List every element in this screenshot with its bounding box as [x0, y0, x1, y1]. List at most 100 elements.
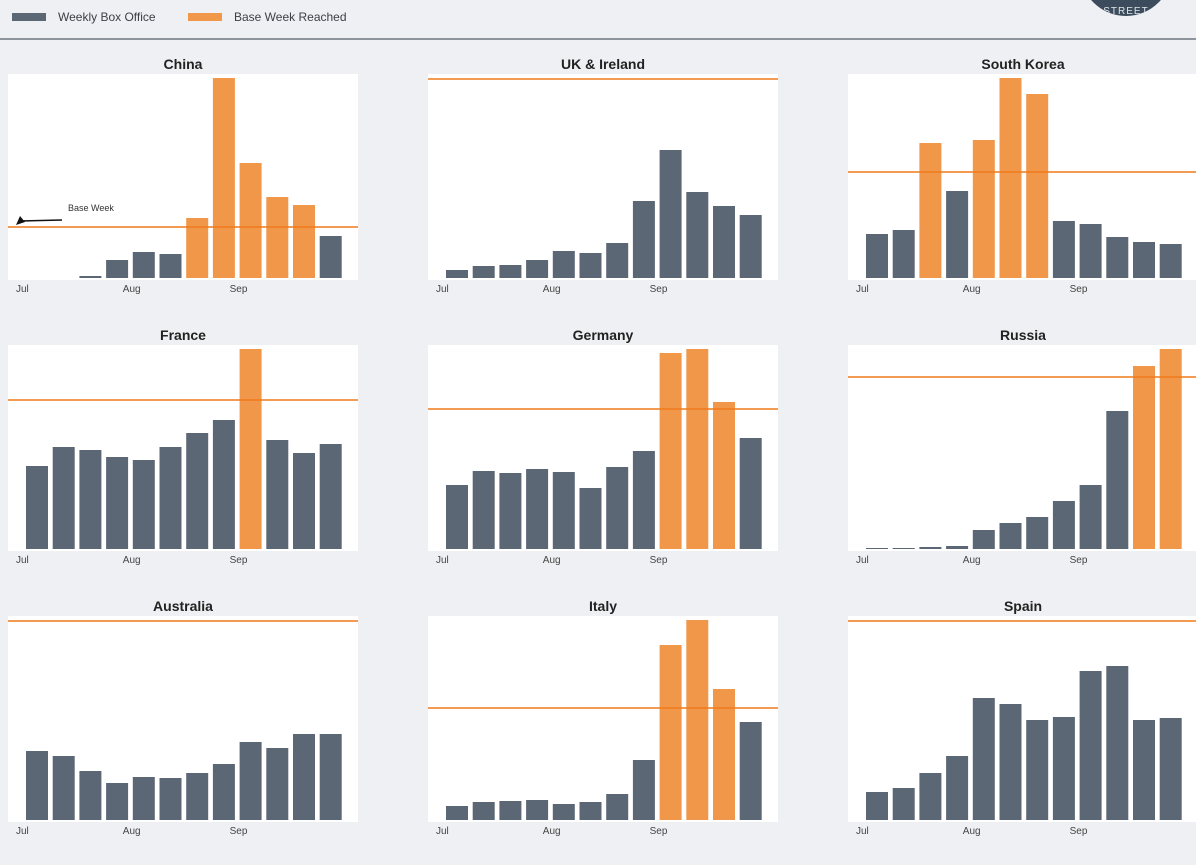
legend-swatch-weekly [12, 13, 46, 21]
x-tick-label: Aug [123, 555, 141, 565]
x-tick-label: Sep [230, 555, 248, 565]
bar [26, 466, 48, 549]
bar [739, 438, 762, 549]
bar [606, 243, 629, 278]
bar [972, 140, 995, 278]
bar [526, 260, 549, 278]
chart-title-uk-ireland: UK & Ireland [560, 56, 645, 72]
bar [866, 792, 888, 820]
bar [579, 488, 602, 549]
x-tick-label: Jul [856, 284, 869, 294]
x-tick-label: Jul [16, 555, 29, 565]
bar [1079, 671, 1102, 820]
annotation-arrow [19, 219, 63, 222]
bar [293, 453, 315, 549]
bar [686, 192, 709, 278]
legend-item-weekly: Weekly Box Office [12, 10, 156, 24]
bar [212, 764, 235, 820]
bar [1106, 411, 1129, 549]
bar [892, 548, 915, 549]
chart-title-australia: Australia [153, 598, 213, 614]
bar [713, 206, 735, 278]
bar [919, 143, 942, 278]
bar [999, 704, 1022, 820]
bar [499, 801, 522, 820]
x-tick-label: Jul [16, 284, 29, 294]
bar [919, 547, 942, 549]
bar [446, 270, 468, 278]
chart-svg-france: Jul Aug Sep [8, 345, 358, 565]
chart-title-south-korea: South Korea [981, 56, 1065, 72]
chart-svg-australia: Jul Aug Sep [8, 616, 358, 836]
bar [239, 349, 262, 549]
bar [552, 472, 575, 549]
bar [739, 215, 762, 278]
bar [446, 485, 468, 549]
bar [1052, 501, 1075, 549]
bar [239, 742, 262, 820]
legend-swatch-base [188, 13, 222, 21]
chart-svg-germany: Jul Aug Sep [428, 345, 778, 565]
bar [159, 778, 182, 820]
bar [1106, 237, 1129, 278]
bar [686, 349, 709, 549]
bar [1079, 224, 1102, 278]
bar [106, 783, 129, 820]
bar [472, 266, 495, 278]
x-tick-label: Aug [543, 284, 561, 294]
bar [919, 773, 942, 820]
chart-title-italy: Italy [588, 598, 617, 614]
bar [739, 722, 762, 820]
bar [132, 777, 155, 820]
bar [972, 530, 995, 549]
bar [579, 253, 602, 278]
x-tick-label: Sep [1070, 284, 1088, 294]
bar [1133, 242, 1155, 278]
x-tick-label: Jul [436, 826, 449, 836]
bar [266, 440, 289, 549]
bar [999, 78, 1022, 278]
bar [1106, 666, 1129, 820]
bar [266, 748, 289, 820]
bar [579, 802, 602, 820]
bar [499, 265, 522, 278]
bar [552, 251, 575, 278]
bar [319, 444, 342, 549]
bar [1079, 485, 1102, 549]
bar [186, 433, 209, 549]
bar [186, 773, 209, 820]
x-tick-label: Jul [16, 826, 29, 836]
logo-badge: STREET [1080, 0, 1172, 16]
chart-svg-south-korea: Jul Aug Sep [848, 74, 1196, 294]
bar [212, 78, 235, 278]
x-tick-label: Aug [963, 555, 981, 565]
chart-title-china: China [163, 56, 203, 72]
bar [892, 230, 915, 278]
bar [212, 420, 235, 549]
x-tick-label: Jul [436, 284, 449, 294]
x-tick-label: Sep [1070, 555, 1088, 565]
bar [866, 234, 888, 278]
bar [293, 734, 315, 820]
bar [1026, 720, 1049, 820]
chart-svg-spain: Jul Aug Sep [848, 616, 1196, 836]
chart-svg-uk-ireland: Jul Aug Sep [428, 74, 778, 294]
x-tick-label: Aug [543, 555, 561, 565]
bar [79, 450, 102, 549]
bar [1159, 718, 1182, 820]
bar [526, 469, 549, 549]
x-tick-label: Jul [856, 555, 869, 565]
bar [632, 451, 655, 549]
x-tick-label: Sep [1070, 826, 1088, 836]
bar [946, 191, 969, 278]
legend-label-base: Base Week Reached [234, 10, 347, 24]
x-tick-label: Sep [230, 826, 248, 836]
x-tick-label: Sep [230, 284, 248, 294]
annotation-label: Base Week [68, 203, 114, 213]
legend-label-weekly: Weekly Box Office [58, 10, 156, 24]
chart-svg-russia: Jul Aug Sep [848, 345, 1196, 565]
bar [1159, 349, 1182, 549]
bar [446, 806, 468, 820]
bar [1026, 517, 1049, 549]
bar [26, 751, 48, 820]
